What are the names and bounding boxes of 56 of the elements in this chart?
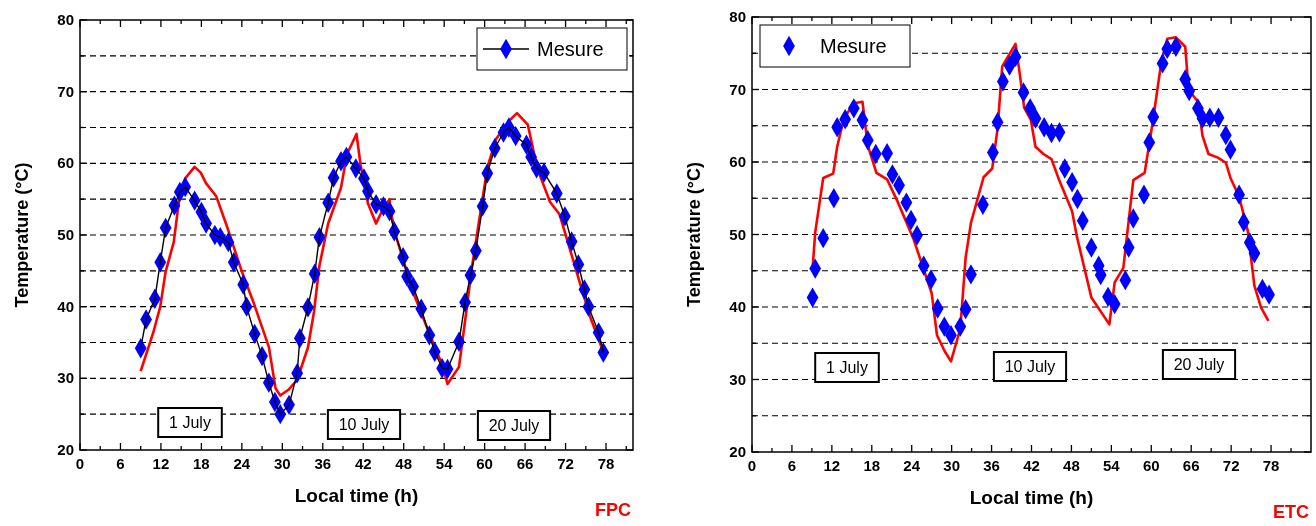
x-tick-label: 78 (597, 455, 615, 472)
x-tick-label: 54 (1103, 457, 1121, 474)
x-tick-label: 30 (273, 455, 291, 472)
y-tick-label: 30 (729, 370, 746, 388)
x-tick-label: 72 (557, 455, 574, 472)
legend-label: Mesure (537, 38, 604, 60)
text: FPC (595, 500, 631, 520)
y-tick-label: 50 (57, 226, 74, 243)
x-tick-label: 36 (314, 455, 332, 472)
y-tick-label: 80 (729, 8, 746, 25)
x-tick-label: 18 (863, 457, 881, 474)
x-axis-title: Local time (h) (294, 485, 419, 506)
y-tick-label: 30 (57, 369, 74, 387)
x-tick-label: 6 (787, 457, 797, 474)
y-tick-label: 20 (57, 441, 74, 458)
y-axis-title: Temperature (°C) (12, 162, 32, 308)
x-tick-label: 48 (1063, 457, 1080, 474)
x-tick-label: 6 (116, 455, 125, 472)
annotation: 1 July (826, 359, 868, 376)
y-tick-label: 20 (729, 443, 746, 460)
y-tick-label: 60 (57, 154, 74, 172)
x-tick-label: 0 (75, 455, 85, 472)
y-tick-label: 70 (57, 82, 74, 100)
x-tick-label: 42 (1023, 457, 1040, 474)
x-tick-label: 42 (354, 455, 372, 472)
x-tick-label: 18 (193, 455, 210, 472)
y-tick-label: 40 (57, 297, 74, 315)
y-tick-label: 60 (729, 153, 746, 170)
annotation: 20 July (1173, 356, 1225, 373)
annotation: 1 July (169, 414, 211, 431)
x-tick-label: 12 (152, 455, 170, 472)
x-tick-label: 36 (983, 457, 1000, 474)
x-tick-label: 78 (1262, 457, 1280, 474)
legend-label: Mesure (820, 35, 887, 57)
y-tick-label: 50 (729, 225, 746, 243)
x-axis-title: Local time (h) (969, 487, 1094, 508)
y-tick-label: 40 (729, 298, 746, 315)
annotation: 20 July (488, 417, 540, 434)
x-tick-label: 24 (903, 457, 921, 474)
x-tick-label: 30 (943, 457, 960, 474)
x-tick-label: 12 (823, 457, 841, 474)
x-tick-label: 66 (1182, 457, 1200, 474)
x-tick-label: 60 (1142, 457, 1160, 474)
annotation: 10 July (338, 416, 390, 433)
y-tick-label: 80 (57, 11, 74, 28)
x-tick-label: 54 (435, 455, 454, 472)
x-tick-label: 66 (516, 455, 534, 472)
x-tick-label: 0 (747, 457, 757, 474)
x-tick-label: 60 (476, 455, 493, 472)
y-tick-label: 70 (729, 80, 746, 98)
x-tick-label: 72 (1222, 457, 1240, 474)
y-axis-title: Temperature (°C) (684, 162, 704, 307)
text: ETC (1273, 502, 1309, 522)
x-tick-label: 48 (395, 455, 413, 472)
annotation: 10 July (1004, 358, 1056, 375)
x-tick-label: 24 (233, 455, 251, 472)
